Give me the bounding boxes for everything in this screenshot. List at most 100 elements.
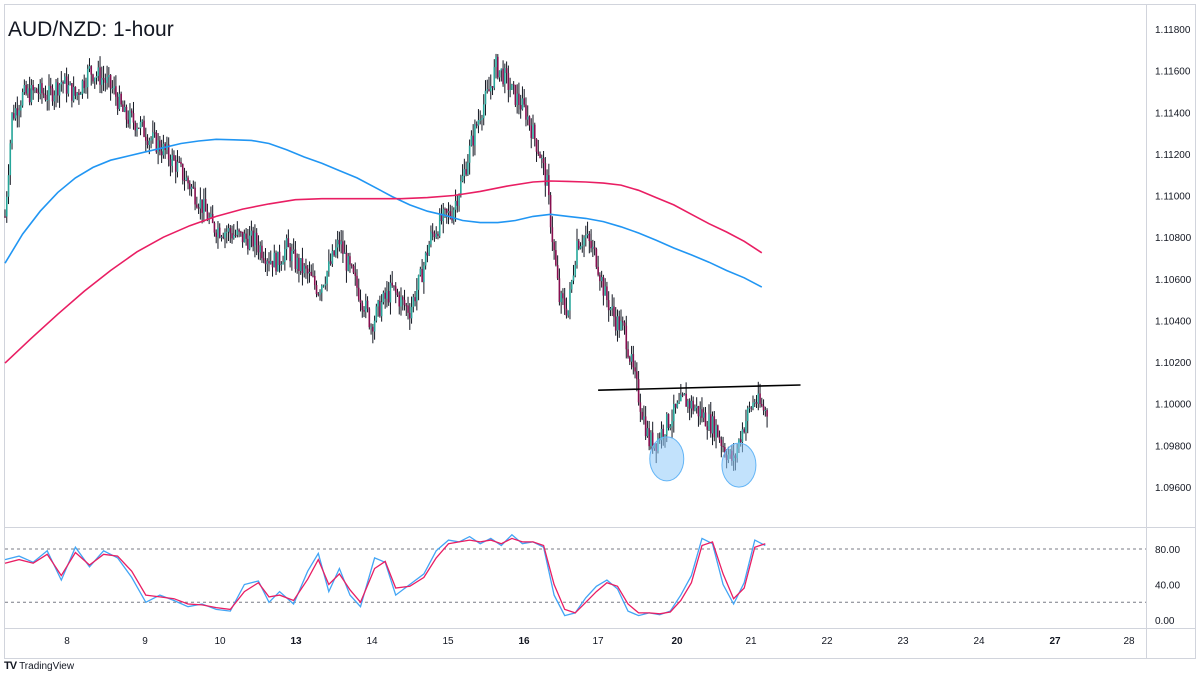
candle xyxy=(331,244,334,267)
candle xyxy=(65,67,68,103)
candle xyxy=(76,91,78,101)
candle xyxy=(266,258,269,277)
candle-body xyxy=(745,420,747,433)
time-axis[interactable]: 8 9 10 13 14 15 16 17 20 21 22 23 24 27 28 xyxy=(64,636,1135,647)
candle xyxy=(85,77,87,94)
candle xyxy=(99,56,101,94)
candle-body xyxy=(167,144,170,160)
candle xyxy=(72,76,75,103)
candle xyxy=(317,292,320,297)
candle xyxy=(356,269,358,297)
candle-body xyxy=(102,77,105,80)
candle xyxy=(722,436,724,453)
candle-body xyxy=(264,260,267,265)
time-tick-label: 24 xyxy=(973,636,985,647)
candle-body xyxy=(764,410,767,412)
candle-body xyxy=(247,238,249,250)
candle-body xyxy=(343,252,346,254)
candle xyxy=(338,231,341,252)
candle-body xyxy=(416,289,418,302)
candle xyxy=(697,405,700,427)
candle-body xyxy=(651,432,654,449)
candle-body xyxy=(180,161,182,165)
candle xyxy=(620,309,622,331)
candle xyxy=(102,65,105,91)
candle xyxy=(343,240,346,254)
candle-body xyxy=(187,177,189,184)
candle xyxy=(49,77,52,96)
candle xyxy=(78,89,80,105)
candle xyxy=(618,310,621,338)
candle xyxy=(261,240,263,263)
candle xyxy=(667,413,670,431)
candle-body xyxy=(720,439,723,446)
candle-body xyxy=(391,282,393,286)
price-axis[interactable]: 1.11800 1.11600 1.11400 1.11200 1.11000 1.108… xyxy=(1155,25,1192,494)
candle xyxy=(560,290,562,314)
candle xyxy=(363,306,365,318)
candle xyxy=(41,77,43,104)
candle xyxy=(340,229,342,254)
price-tick-label: 1.11800 xyxy=(1155,25,1191,36)
candle-body xyxy=(525,104,527,120)
candle xyxy=(139,116,142,136)
candle xyxy=(673,394,675,433)
candle xyxy=(474,119,476,156)
candle-body xyxy=(213,222,216,233)
candle xyxy=(602,274,605,306)
stochastic-k-line xyxy=(4,533,766,617)
candle xyxy=(86,64,89,99)
candle-body xyxy=(79,93,82,95)
candle-body xyxy=(433,233,436,238)
candle xyxy=(313,270,316,290)
candle xyxy=(199,187,202,220)
candle-body xyxy=(518,93,520,105)
candle-body xyxy=(634,367,636,372)
candle-body xyxy=(697,406,700,417)
candle xyxy=(558,268,561,306)
candle xyxy=(23,79,26,95)
tradingview-logo[interactable]: TV TradingView xyxy=(4,660,74,672)
candle-body xyxy=(533,124,536,140)
candle xyxy=(409,303,411,330)
candle-body xyxy=(5,196,8,217)
candle-body xyxy=(310,271,313,276)
candle-body xyxy=(451,216,453,221)
candle-body xyxy=(722,445,724,448)
candle-body xyxy=(116,96,119,110)
time-tick-label: 8 xyxy=(64,636,70,647)
candle xyxy=(586,221,589,239)
candle-body xyxy=(403,299,406,306)
candle-body xyxy=(576,240,578,266)
candle-body xyxy=(23,84,26,93)
candle xyxy=(88,58,91,73)
candle-body xyxy=(95,76,98,78)
candle-body xyxy=(321,285,323,293)
candle-body xyxy=(437,233,439,236)
candle xyxy=(403,289,406,311)
candle-body xyxy=(481,118,483,120)
time-tick-label: 17 xyxy=(592,636,604,647)
candle-body xyxy=(389,282,392,303)
candle xyxy=(248,226,251,251)
candle xyxy=(467,154,469,177)
candle-body xyxy=(708,414,710,430)
candle xyxy=(750,405,753,413)
candle xyxy=(32,80,34,100)
candle xyxy=(688,398,691,421)
price-pane[interactable] xyxy=(4,53,801,488)
candle-body xyxy=(595,249,598,267)
candle-body xyxy=(405,305,408,307)
candle xyxy=(62,80,64,94)
candle xyxy=(236,221,239,238)
candle-body xyxy=(148,140,151,145)
candle xyxy=(354,262,357,286)
stochastic-pane[interactable] xyxy=(4,533,1146,617)
candle-body xyxy=(532,124,534,139)
candle-body xyxy=(39,83,41,94)
candle-body xyxy=(97,67,100,77)
candle xyxy=(614,307,617,336)
candle xyxy=(401,295,404,311)
candle-body xyxy=(592,246,594,249)
candle xyxy=(616,309,619,342)
